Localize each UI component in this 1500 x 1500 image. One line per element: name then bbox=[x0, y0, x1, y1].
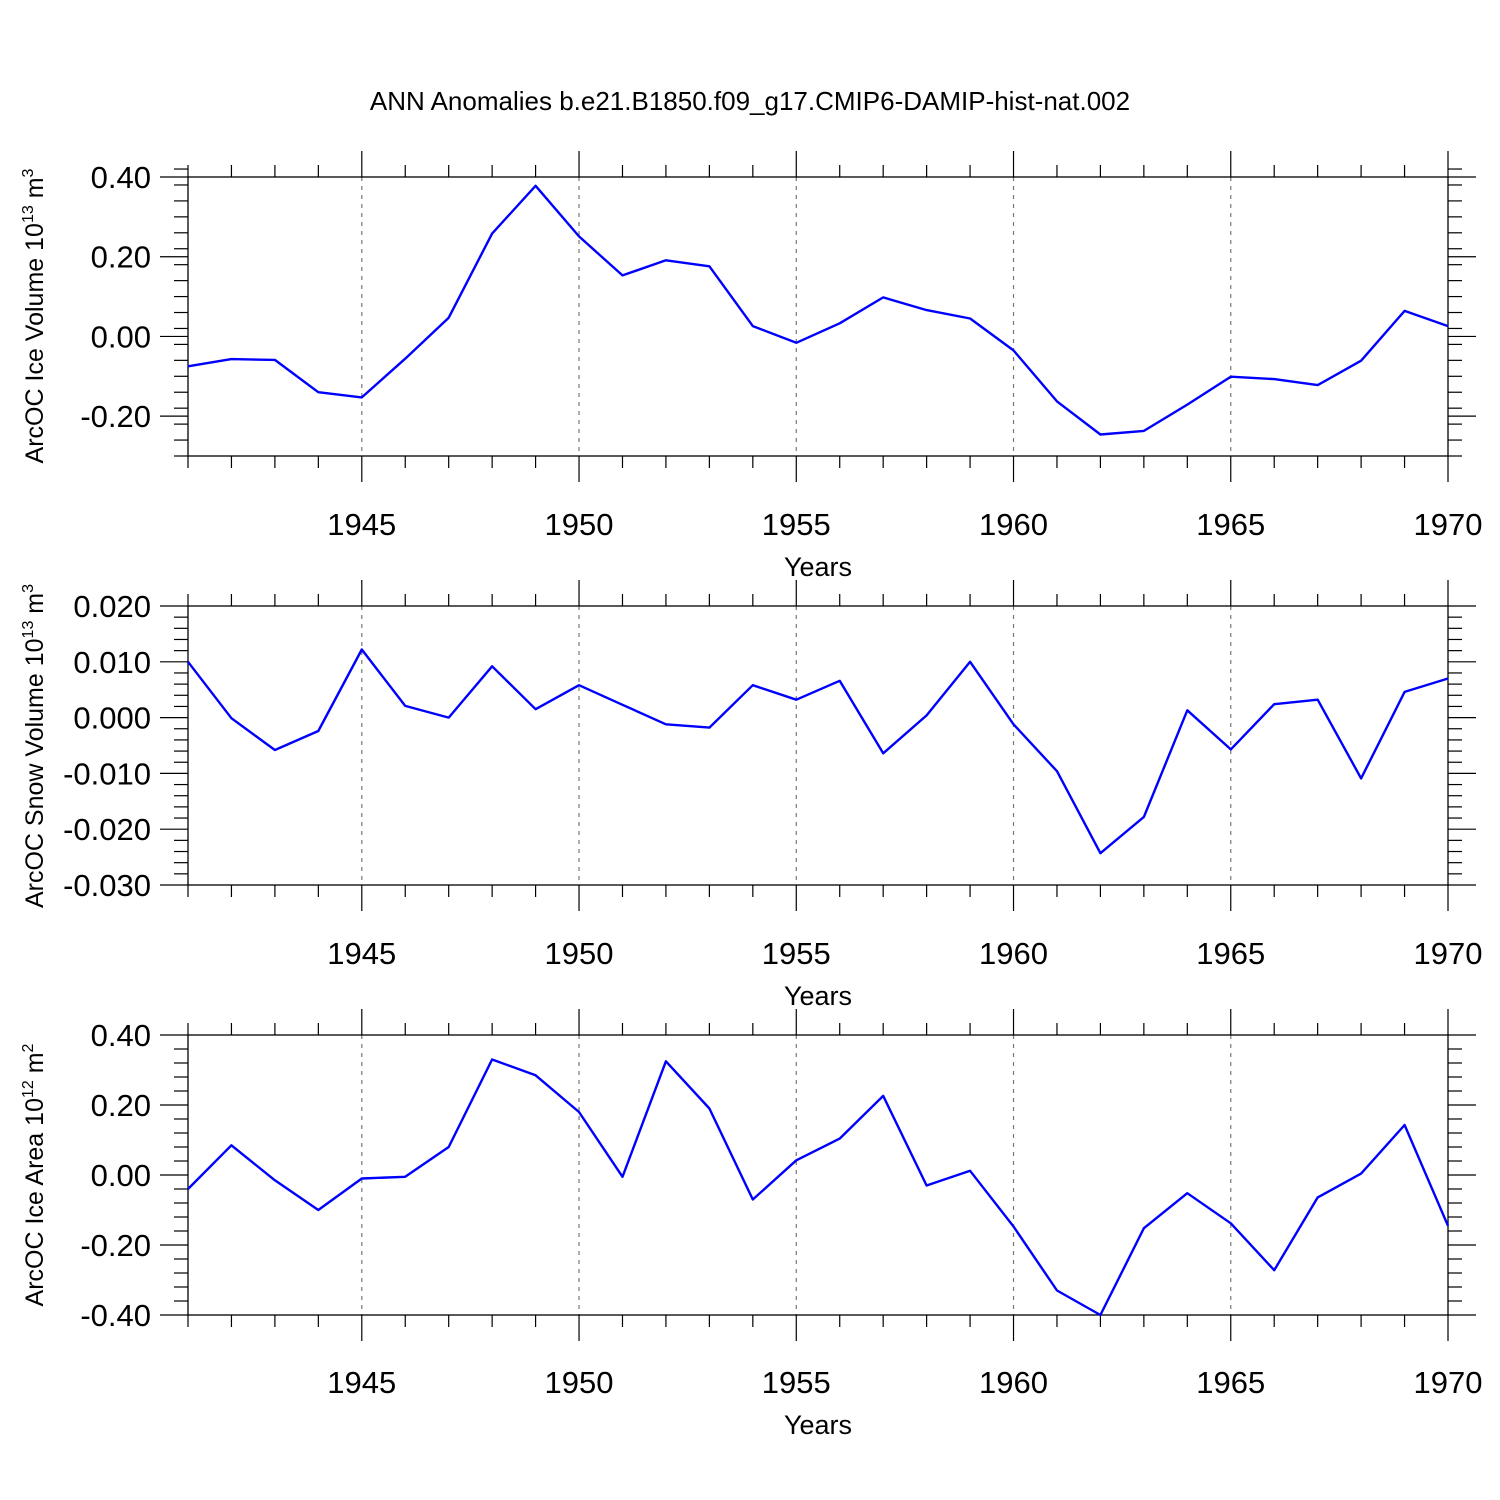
y-tick-label: 0.20 bbox=[91, 1088, 151, 1123]
y-tick-label: -0.020 bbox=[63, 812, 151, 847]
y-tick-label: 0.020 bbox=[73, 589, 151, 624]
x-tick-label: 1960 bbox=[979, 936, 1048, 971]
x-tick-label: 1950 bbox=[545, 507, 614, 542]
series-line bbox=[187, 648, 1449, 855]
x-tick-label: 1950 bbox=[545, 936, 614, 971]
series-line bbox=[187, 1058, 1450, 1317]
x-axis-label: Years bbox=[784, 1410, 852, 1440]
series-line bbox=[187, 184, 1449, 436]
y-tick-label: 0.010 bbox=[73, 645, 151, 680]
y-tick-label: -0.030 bbox=[63, 868, 151, 903]
panel-snow-volume: ArcOC Snow Volume 1013 m3 Years 0.020 0.0… bbox=[20, 580, 1482, 1011]
x-tick-label: 1955 bbox=[762, 507, 831, 542]
y-tick-label: 0.20 bbox=[91, 240, 151, 275]
x-tick-label: 1965 bbox=[1196, 936, 1265, 971]
y-tick-label: -0.40 bbox=[80, 1298, 151, 1333]
y-axis-label: ArcOC Snow Volume 1013 m3 bbox=[20, 584, 49, 908]
plot-frame bbox=[187, 605, 1449, 886]
x-tick-label: 1945 bbox=[327, 507, 396, 542]
x-tick-label: 1960 bbox=[979, 1365, 1048, 1400]
x-axis-label: Years bbox=[784, 981, 852, 1011]
x-tick-label: 1950 bbox=[545, 1365, 614, 1400]
x-tick-label: 1955 bbox=[762, 936, 831, 971]
plot-frame bbox=[187, 1034, 1449, 1316]
y-tick-label: 0.00 bbox=[91, 1158, 151, 1193]
y-tick-label: 0.00 bbox=[91, 319, 151, 354]
chart-title: ANN Anomalies b.e21.B1850.f09_g17.CMIP6-… bbox=[370, 86, 1130, 116]
panel-ice-area: ArcOC Ice Area 1012 m2 Years 0.40 0.20 0.0… bbox=[20, 1009, 1482, 1440]
y-tick-label: 0.40 bbox=[91, 1018, 151, 1053]
y-tick-label: 0.40 bbox=[91, 160, 151, 195]
x-tick-label: 1965 bbox=[1196, 1365, 1265, 1400]
x-tick-label: 1955 bbox=[762, 1365, 831, 1400]
x-tick-label: 1945 bbox=[327, 1365, 396, 1400]
y-tick-label: -0.20 bbox=[80, 1228, 151, 1263]
y-axis-label: ArcOC Ice Volume 1013 m3 bbox=[20, 168, 49, 463]
plot-frame bbox=[187, 176, 1449, 457]
x-tick-label: 1970 bbox=[1414, 936, 1483, 971]
y-tick-label: -0.010 bbox=[63, 756, 151, 791]
x-tick-label: 1945 bbox=[327, 936, 396, 971]
x-axis-label: Years bbox=[784, 552, 852, 582]
x-tick-label: 1965 bbox=[1196, 507, 1265, 542]
x-tick-label: 1970 bbox=[1414, 1365, 1483, 1400]
y-tick-label: 0.000 bbox=[73, 701, 151, 736]
x-tick-label: 1960 bbox=[979, 507, 1048, 542]
y-tick-label: -0.20 bbox=[80, 399, 151, 434]
panel-ice-volume: ArcOC Ice Volume 1013 m3 Years 0.40 0.20 0… bbox=[20, 151, 1482, 582]
x-tick-label: 1970 bbox=[1414, 507, 1483, 542]
y-axis-label: ArcOC Ice Area 1012 m2 bbox=[20, 1043, 49, 1306]
